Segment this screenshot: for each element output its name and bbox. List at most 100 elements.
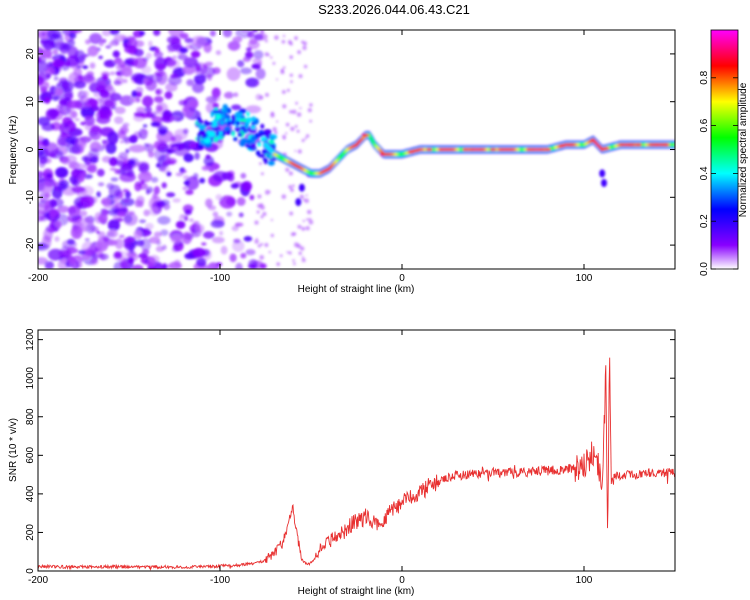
noise-blob: [301, 258, 306, 263]
noise-blob: [288, 185, 292, 189]
noise-blob: [175, 220, 186, 229]
noise-blob: [143, 209, 150, 217]
noise-blob: [168, 75, 182, 86]
noise-blob: [268, 190, 271, 193]
noise-blob: [262, 211, 267, 217]
noise-blob: [123, 78, 128, 84]
noise-blob: [107, 131, 119, 145]
noise-blob: [264, 39, 268, 43]
noise-blob: [38, 60, 48, 73]
noise-blob: [71, 186, 86, 193]
noise-blob: [293, 262, 296, 266]
noise-blob: [80, 106, 95, 119]
ridge-hotspot: [362, 133, 370, 137]
noise-blob: [274, 35, 279, 40]
noise-blob: [292, 109, 297, 115]
noise-blob: [119, 140, 124, 144]
noise-blob: [200, 66, 216, 78]
noise-blob: [232, 36, 243, 43]
noise-blob: [161, 182, 167, 189]
noise-blob: [236, 197, 246, 206]
noise-blob: [235, 222, 244, 227]
noise-blob: [223, 91, 234, 99]
noise-blob: [185, 189, 194, 195]
noise-blob: [296, 129, 300, 133]
noise-blob: [44, 212, 50, 219]
noise-blob: [148, 236, 161, 244]
noise-blob: [257, 61, 263, 67]
noise-blob: [123, 243, 131, 249]
noise-blob: [55, 167, 69, 178]
ridge-blob: [226, 119, 231, 127]
noise-blob: [199, 177, 206, 184]
noise-blob: [41, 32, 46, 37]
noise-blob: [108, 157, 118, 167]
noise-blob: [185, 44, 193, 50]
noise-blob: [99, 96, 117, 111]
noise-blob: [52, 49, 59, 55]
ridge-blob: [255, 133, 259, 139]
ridge-blob: [237, 132, 243, 137]
noise-blob: [302, 219, 305, 223]
noise-blob: [115, 207, 128, 213]
noise-blob: [133, 229, 143, 240]
noise-blob: [64, 117, 71, 122]
noise-blob: [243, 236, 253, 242]
noise-blob: [84, 249, 96, 257]
colorbar-ticks: 0.0 0.2 0.4 0.6 0.8: [699, 70, 738, 276]
noise-blob: [167, 160, 176, 165]
noise-blob: [170, 116, 180, 121]
noise-blob: [38, 47, 44, 55]
noise-blob: [178, 99, 188, 106]
ridge-blob: [263, 129, 272, 135]
noise-blob: [285, 122, 290, 127]
noise-blob: [232, 240, 245, 253]
noise-blob: [117, 211, 126, 218]
noise-blob: [183, 180, 190, 186]
noise-blob: [69, 30, 82, 34]
noise-blob: [298, 251, 303, 256]
noise-blob: [272, 127, 277, 132]
noise-blob: [128, 144, 146, 153]
noise-blob: [41, 88, 47, 94]
noise-blob: [268, 250, 271, 254]
noise-blob: [301, 226, 306, 231]
x-tick-label: -200: [28, 273, 48, 284]
noise-blob: [153, 140, 168, 151]
ridge-blob: [226, 129, 231, 135]
noise-blob: [260, 205, 265, 210]
noise-blob: [226, 67, 241, 81]
noise-blob: [257, 194, 262, 199]
noise-blob: [173, 134, 183, 143]
noise-blob: [179, 47, 188, 54]
noise-blob: [281, 39, 286, 44]
noise-blob: [309, 119, 313, 123]
y-tick-label: 1000: [25, 367, 36, 390]
ridge-hotspot: [489, 148, 497, 151]
noise-blob: [264, 242, 269, 248]
noise-blob: [114, 116, 124, 125]
noise-blob: [141, 129, 149, 136]
noise-blob: [153, 30, 161, 36]
noise-blob: [241, 181, 253, 192]
snr-x-axis: -200 -100 0 100: [28, 330, 593, 586]
x-tick-label: 100: [576, 273, 593, 284]
noise-blob: [301, 138, 305, 143]
noise-blob: [125, 191, 131, 199]
noise-blob: [201, 242, 207, 246]
noise-blob: [82, 103, 91, 109]
noise-blob: [70, 110, 78, 118]
noise-blob: [305, 194, 308, 197]
noise-blob: [192, 247, 206, 258]
noise-blob: [142, 170, 151, 177]
ridge-blob: [204, 120, 209, 127]
noise-blob: [148, 40, 153, 47]
noise-blob: [144, 143, 155, 153]
noise-blob: [96, 168, 105, 177]
noise-blob: [190, 35, 207, 47]
ridge-hotspot: [602, 147, 610, 150]
noise-blob: [133, 131, 143, 139]
x-tick-label: 100: [576, 575, 593, 586]
noise-blob: [184, 209, 192, 216]
